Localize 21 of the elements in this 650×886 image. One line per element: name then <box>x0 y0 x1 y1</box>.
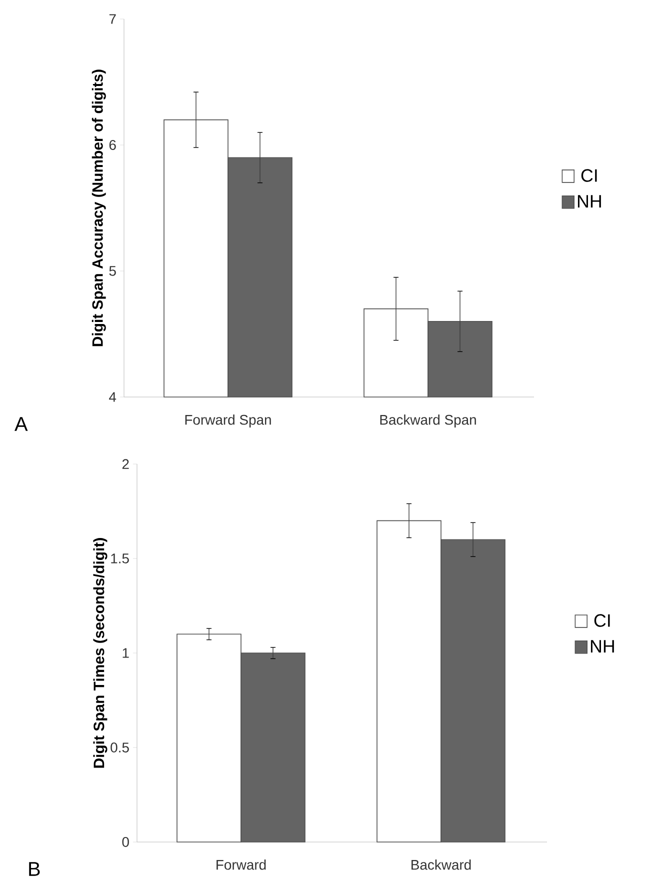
y-axis-title: Digit Span Accuracy (Number of digits) <box>92 70 106 346</box>
legend-label: CI <box>594 614 610 627</box>
x-tick-label: Forward <box>216 860 266 870</box>
y-tick-label: 4 <box>109 392 116 402</box>
x-tick-label: Backward <box>412 860 471 870</box>
legend-label: NH <box>590 640 614 653</box>
y-tick-label: 6 <box>109 140 116 150</box>
text: B <box>29 862 40 876</box>
y-tick-label: 0.5 <box>110 742 129 752</box>
y-tick-label: 0 <box>122 837 129 847</box>
y-tick-label: 1 <box>122 648 129 658</box>
y-tick-label: 5 <box>109 266 116 276</box>
y-tick-label: 1.5 <box>111 554 129 564</box>
x-tick-label: Forward Span <box>185 414 271 428</box>
text: A <box>14 417 28 431</box>
y-tick-label: 7 <box>109 14 116 24</box>
x-tick-label: Backward Span <box>380 414 476 428</box>
y-tick-label: 2 <box>122 459 129 469</box>
y-axis-title: Digit Span Times (seconds/digit) <box>93 538 108 768</box>
legend-label: NH <box>578 195 601 208</box>
legend-label: CI <box>581 169 597 182</box>
